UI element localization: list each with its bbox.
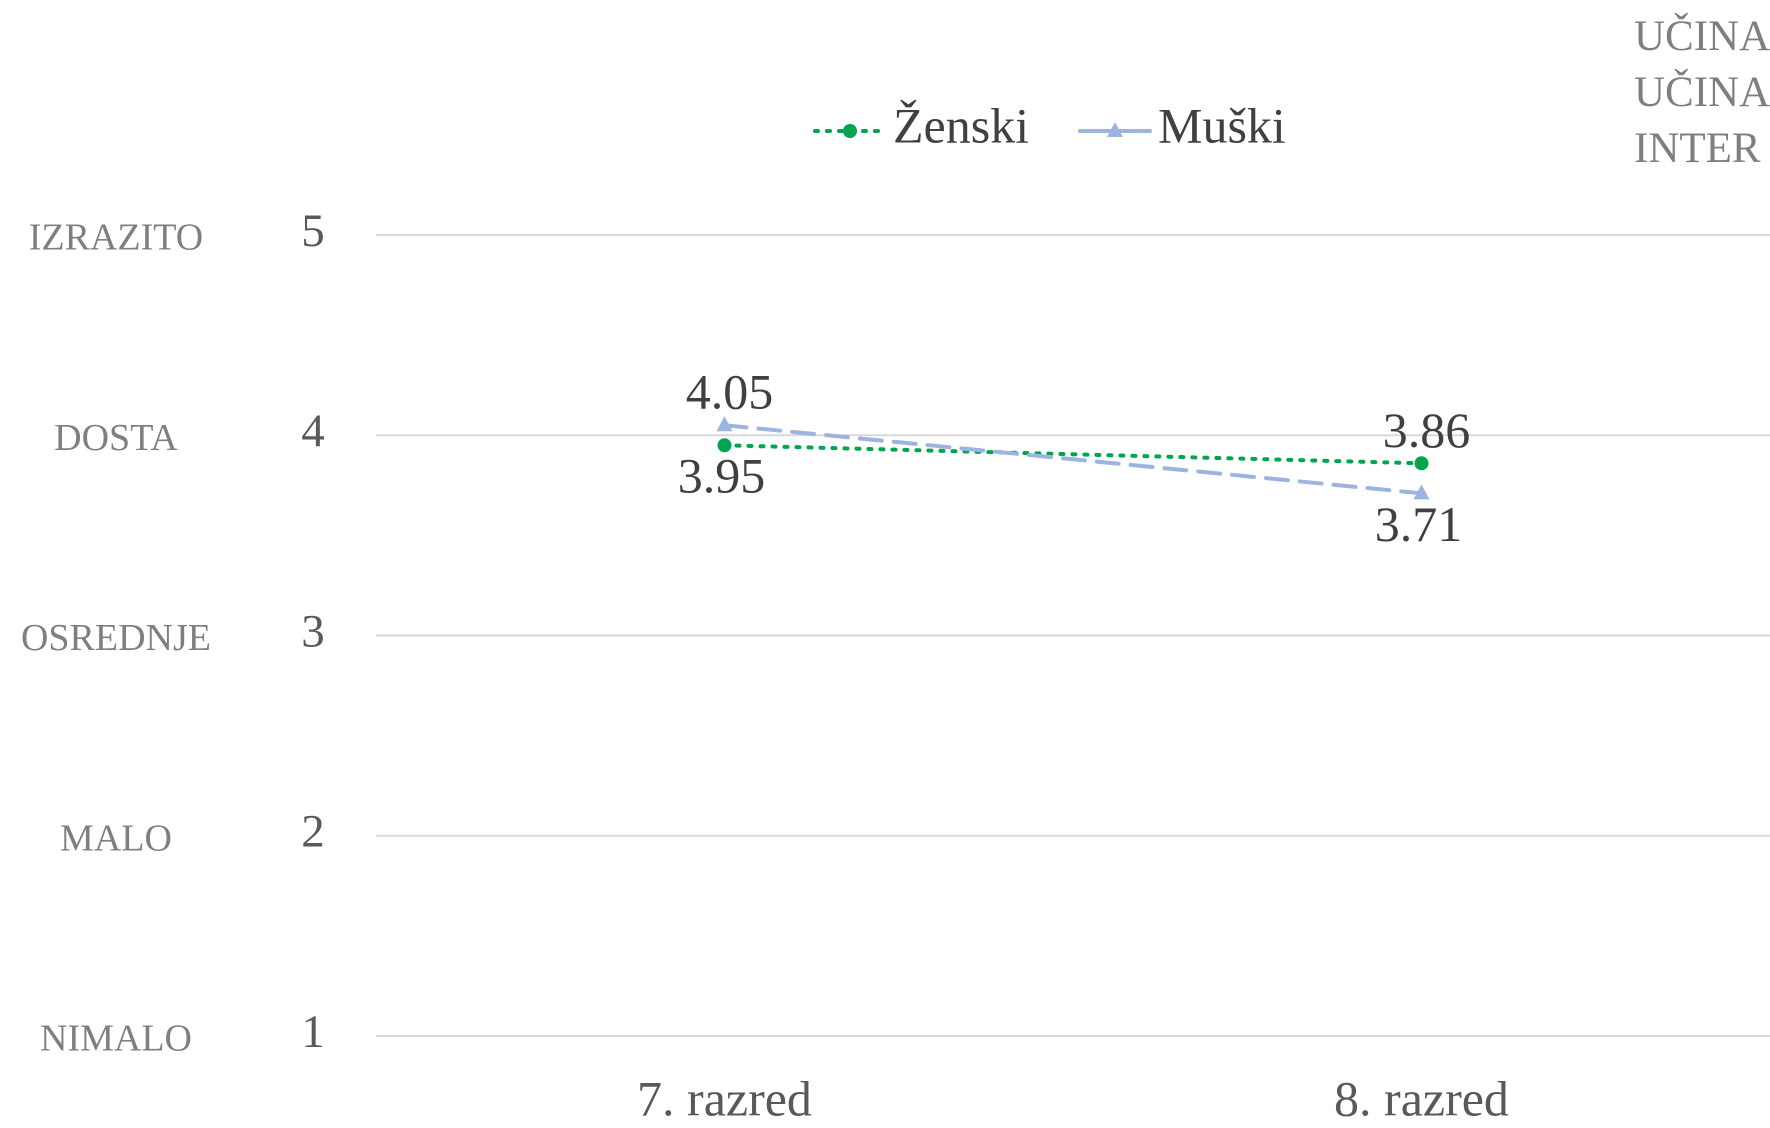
- y-tick-label: 4: [301, 405, 325, 457]
- annotation: UČINA: [1634, 69, 1770, 116]
- y-tick-label: 5: [301, 205, 325, 257]
- x-tick-label: 8. razred: [1334, 1070, 1509, 1126]
- marker: [1413, 484, 1430, 500]
- legend-label: Ženski: [893, 97, 1029, 153]
- data-label: 4.05: [686, 364, 774, 420]
- marker: [716, 416, 733, 432]
- y-tick-name: DOSTA: [54, 417, 178, 459]
- legend-label: Muški: [1158, 97, 1286, 153]
- data-label: 3.71: [1375, 496, 1463, 552]
- annotation: UČINA: [1634, 13, 1770, 60]
- data-label: 3.95: [678, 448, 766, 504]
- y-tick-name: MALO: [60, 817, 172, 859]
- marker: [1414, 456, 1429, 471]
- marker: [843, 124, 857, 138]
- y-tick-label: 1: [301, 1006, 325, 1058]
- series-line: [722, 443, 1424, 466]
- series-line: [722, 423, 1424, 496]
- y-tick-label: 3: [301, 605, 325, 657]
- y-tick-label: 2: [301, 806, 325, 858]
- annotation: INTER: [1634, 125, 1761, 172]
- data-label: 3.86: [1383, 402, 1471, 458]
- marker: [717, 438, 732, 453]
- y-tick-name: OSREDNJE: [21, 617, 211, 659]
- y-tick-name: NIMALO: [40, 1018, 192, 1060]
- x-tick-label: 7. razred: [637, 1070, 812, 1126]
- marker: [1107, 122, 1123, 137]
- y-tick-name: IZRAZITO: [29, 217, 204, 259]
